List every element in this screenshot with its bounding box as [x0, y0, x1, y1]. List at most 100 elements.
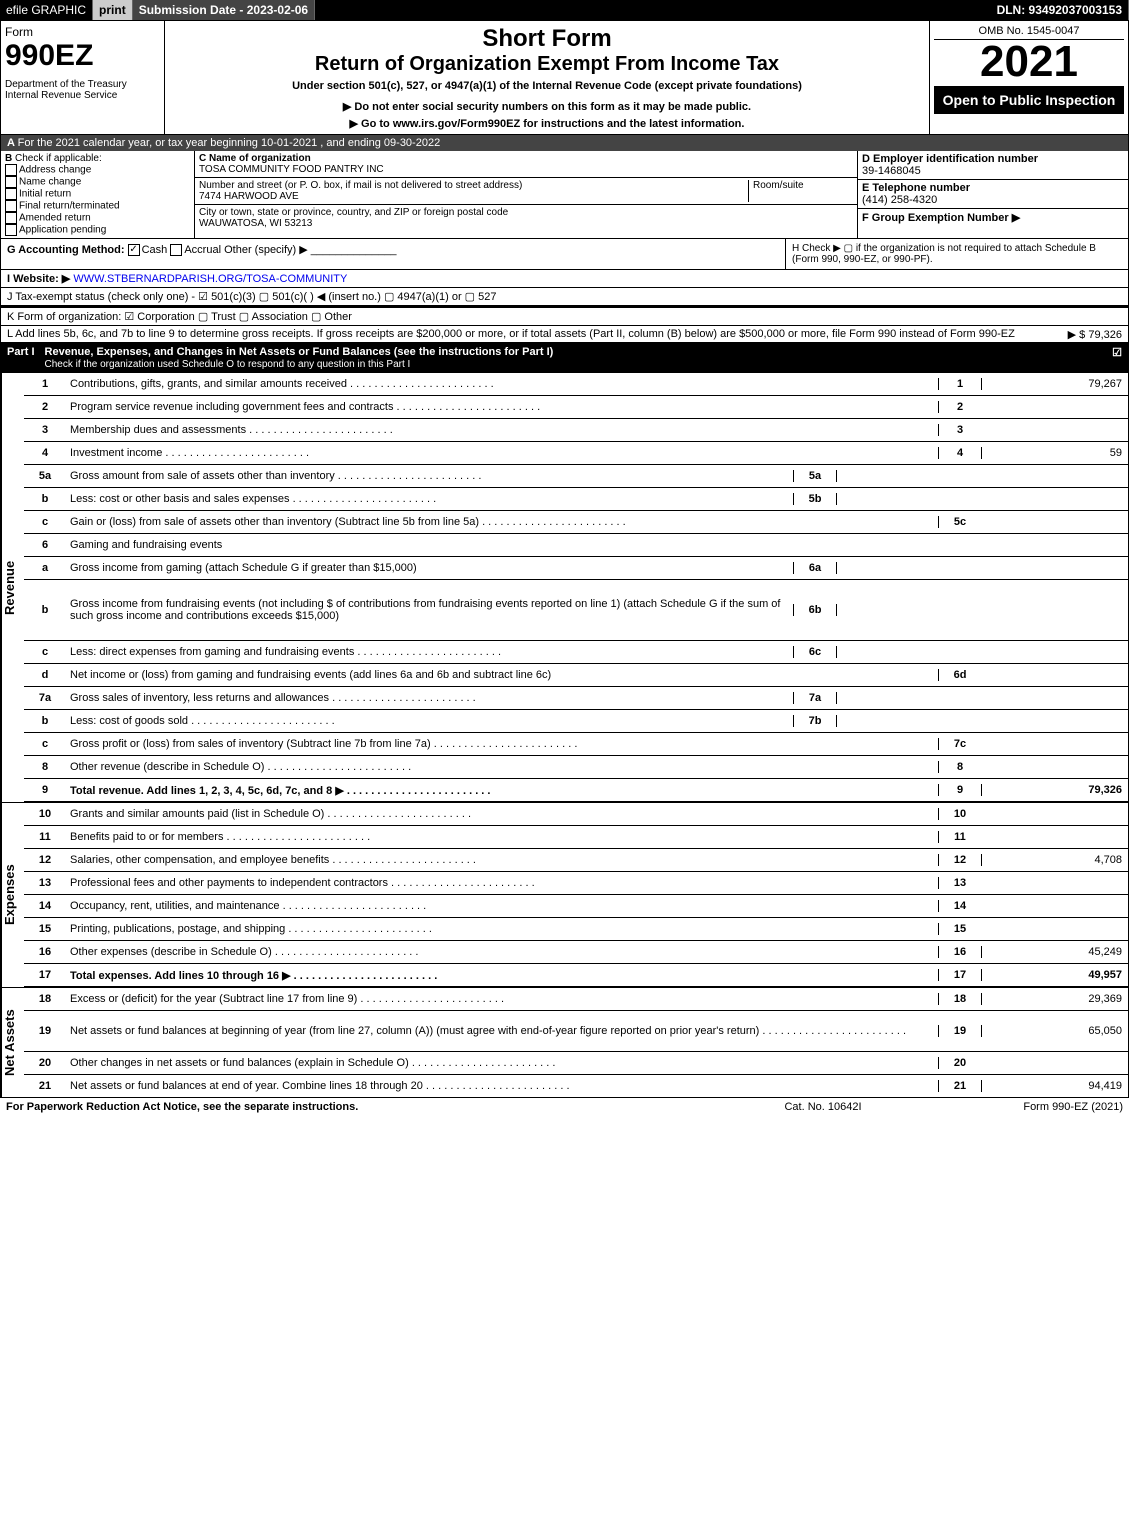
line-3-text: Membership dues and assessments — [66, 422, 938, 438]
print-button[interactable]: print — [93, 0, 133, 20]
line-13-rn: 13 — [938, 877, 981, 889]
website-link[interactable]: WWW.STBERNARDPARISH.ORG/TOSA-COMMUNITY — [73, 273, 347, 285]
g-cash: Cash — [142, 244, 168, 256]
checkbox-application-pending[interactable] — [5, 224, 17, 236]
checkbox-accrual[interactable] — [170, 244, 182, 256]
line-12-value: 4,708 — [981, 854, 1128, 866]
footer-catalog: Cat. No. 10642I — [723, 1101, 923, 1113]
checkbox-initial-return[interactable] — [5, 188, 17, 200]
line-4-value: 59 — [981, 447, 1128, 459]
line-11: 11Benefits paid to or for members11 — [24, 826, 1128, 849]
line-6d-rn: 6d — [938, 669, 981, 681]
b-check-if: Check if applicable: — [15, 153, 102, 164]
f-cell: F Group Exemption Number ▶ — [858, 209, 1128, 226]
line-13: 13Professional fees and other payments t… — [24, 872, 1128, 895]
goto-link[interactable]: ▶ Go to www.irs.gov/Form990EZ for instru… — [169, 117, 925, 130]
line-6d: dNet income or (loss) from gaming and fu… — [24, 664, 1128, 687]
line-2: 2Program service revenue including gover… — [24, 396, 1128, 419]
main-title: Return of Organization Exempt From Incom… — [169, 53, 925, 76]
section-c: C Name of organization TOSA COMMUNITY FO… — [195, 151, 858, 238]
tax-year: 2021 — [934, 40, 1124, 84]
line-4-num: 4 — [24, 445, 66, 461]
line-12-rn: 12 — [938, 854, 981, 866]
line-18-value: 29,369 — [981, 993, 1128, 1005]
org-address: 7474 HARWOOD AVE — [199, 191, 299, 202]
line-6c: cLess: direct expenses from gaming and f… — [24, 641, 1128, 664]
line-5c-text: Gain or (loss) from sale of assets other… — [66, 514, 938, 530]
l-amount: 79,326 — [1088, 329, 1122, 341]
line-14-num: 14 — [24, 898, 66, 914]
line-6-text: Gaming and fundraising events — [66, 537, 938, 553]
line-15: 15Printing, publications, postage, and s… — [24, 918, 1128, 941]
a-text: For the 2021 calendar year, or tax year … — [18, 137, 441, 149]
line-4-rn: 4 — [938, 447, 981, 459]
part1-header: Part I Revenue, Expenses, and Changes in… — [1, 343, 1128, 373]
checkbox-final-return[interactable] — [5, 200, 17, 212]
line-7a-num: 7a — [24, 690, 66, 706]
line-9-text: Total revenue. Add lines 1, 2, 3, 4, 5c,… — [66, 782, 938, 799]
line-7a: 7aGross sales of inventory, less returns… — [24, 687, 1128, 710]
opt-final-return: Final return/terminated — [19, 201, 120, 212]
irs-label: Internal Revenue Service — [5, 90, 160, 101]
opt-name-change: Name change — [19, 177, 81, 188]
netassets-sidebar: Net Assets — [1, 988, 24, 1097]
line-5a-mn: 5a — [793, 470, 837, 482]
line-5c: cGain or (loss) from sale of assets othe… — [24, 511, 1128, 534]
line-17-text: Total expenses. Add lines 10 through 16 … — [66, 967, 938, 984]
part1-title: Revenue, Expenses, and Changes in Net As… — [45, 346, 1102, 370]
line-6d-text: Net income or (loss) from gaming and fun… — [66, 667, 938, 683]
line-20-num: 20 — [24, 1055, 66, 1071]
line-7b: bLess: cost of goods sold7b — [24, 710, 1128, 733]
line-8-text: Other revenue (describe in Schedule O) — [66, 759, 938, 775]
line-19-rn: 19 — [938, 1025, 981, 1037]
checkbox-amended-return[interactable] — [5, 212, 17, 224]
line-20: 20Other changes in net assets or fund ba… — [24, 1052, 1128, 1075]
line-6c-text: Less: direct expenses from gaming and fu… — [66, 644, 793, 660]
opt-initial-return: Initial return — [19, 189, 71, 200]
short-form-title: Short Form — [169, 25, 925, 53]
top-bar: efile GRAPHIC print Submission Date - 20… — [0, 0, 1129, 20]
b-label: B — [5, 153, 12, 164]
line-17-rn: 17 — [938, 969, 981, 981]
line-6: 6Gaming and fundraising events — [24, 534, 1128, 557]
line-7c-text: Gross profit or (loss) from sales of inv… — [66, 736, 938, 752]
line-5c-rn: 5c — [938, 516, 981, 528]
line-6b-mn: 6b — [793, 604, 837, 616]
expenses-sidebar: Expenses — [1, 803, 24, 987]
netassets-lines: 18Excess or (deficit) for the year (Subt… — [24, 988, 1128, 1097]
line-10-text: Grants and similar amounts paid (list in… — [66, 806, 938, 822]
line-17-num: 17 — [24, 967, 66, 983]
line-7c: cGross profit or (loss) from sales of in… — [24, 733, 1128, 756]
a-label: A — [7, 137, 15, 149]
line-6c-num: c — [24, 644, 66, 660]
line-7c-num: c — [24, 736, 66, 752]
line-6a: aGross income from gaming (attach Schedu… — [24, 557, 1128, 580]
line-8-rn: 8 — [938, 761, 981, 773]
revenue-sidebar: Revenue — [1, 373, 24, 802]
dln-label: DLN: 93492037003153 — [991, 0, 1129, 20]
line-7a-text: Gross sales of inventory, less returns a… — [66, 690, 793, 706]
l-amt-label: ▶ $ — [1068, 329, 1086, 341]
part1-checkbox[interactable]: ☑ — [1102, 346, 1122, 370]
line-13-text: Professional fees and other payments to … — [66, 875, 938, 891]
checkbox-cash[interactable] — [128, 244, 140, 256]
c-city-label: City or town, state or province, country… — [199, 207, 508, 218]
line-10: 10Grants and similar amounts paid (list … — [24, 803, 1128, 826]
line-5a-text: Gross amount from sale of assets other t… — [66, 468, 793, 484]
section-bcdef: B Check if applicable: Address change Na… — [1, 151, 1128, 239]
section-def: D Employer identification number 39-1468… — [858, 151, 1128, 238]
line-16-text: Other expenses (describe in Schedule O) — [66, 944, 938, 960]
org-name: TOSA COMMUNITY FOOD PANTRY INC — [199, 164, 384, 175]
expenses-lines: 10Grants and similar amounts paid (list … — [24, 803, 1128, 987]
line-16-num: 16 — [24, 944, 66, 960]
header-right: OMB No. 1545-0047 2021 Open to Public In… — [930, 21, 1128, 134]
line-8: 8Other revenue (describe in Schedule O)8 — [24, 756, 1128, 779]
line-6a-mn: 6a — [793, 562, 837, 574]
header-center: Short Form Return of Organization Exempt… — [165, 21, 930, 134]
line-18-rn: 18 — [938, 993, 981, 1005]
checkbox-address-change[interactable] — [5, 164, 17, 176]
section-g: G Accounting Method: Cash Accrual Other … — [1, 239, 785, 269]
section-b: B Check if applicable: Address change Na… — [1, 151, 195, 238]
checkbox-name-change[interactable] — [5, 176, 17, 188]
line-18: 18Excess or (deficit) for the year (Subt… — [24, 988, 1128, 1011]
